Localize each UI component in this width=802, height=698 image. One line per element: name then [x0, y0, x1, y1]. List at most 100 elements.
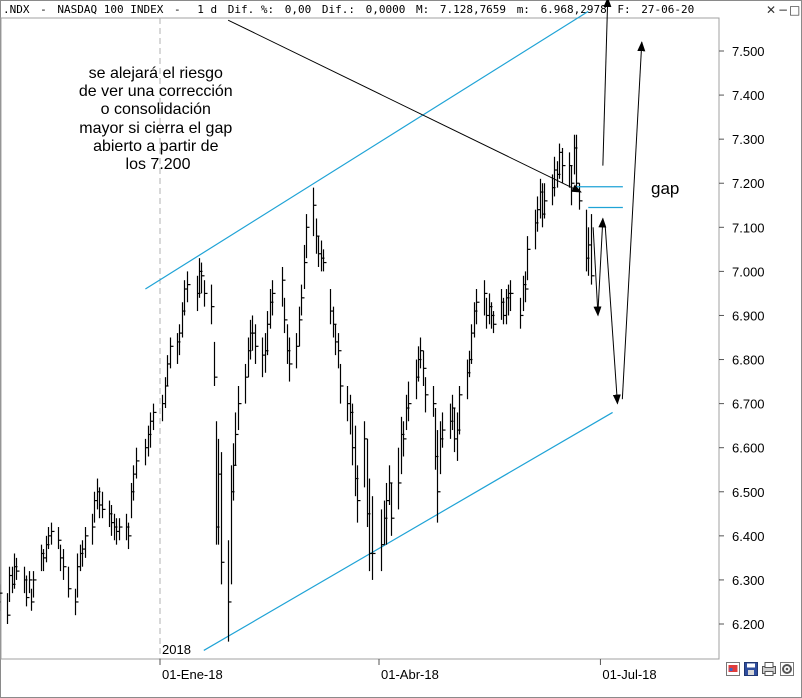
chart-header: .NDX - NASDAQ 100 INDEX - 1 d Dif. %: 0,… [1, 1, 801, 18]
price-bar [288, 337, 293, 382]
x-tick-label: 01-Abr-18 [381, 667, 439, 682]
price-bar [25, 575, 30, 607]
price-bar [271, 280, 276, 316]
gap-lines [576, 186, 623, 209]
image-icon-button[interactable] [726, 662, 740, 676]
annotation-arrow [592, 227, 602, 317]
price-bar [254, 324, 259, 364]
price-bar [561, 147, 566, 184]
header-dif-pct-label: Dif. %: [228, 3, 274, 16]
price-bar [519, 297, 524, 329]
header-name: NASDAQ 100 INDEX [57, 3, 163, 16]
y-tick-label: 6.200 [732, 617, 765, 632]
price-bar [543, 183, 548, 219]
bottom-toolbar [726, 662, 794, 676]
y-axis: 6.200 6.300 6.400 6.500 6.600 6.700 6.800 6.900… [718, 18, 765, 659]
close-button[interactable]: ✕ [765, 3, 777, 17]
annotation-arrow [602, 0, 612, 166]
print-button[interactable] [762, 662, 776, 676]
gap-label: gap [651, 179, 679, 198]
price-bar [441, 412, 446, 448]
price-bar [135, 447, 140, 479]
price-bar [6, 593, 11, 624]
header-readout: .NDX - NASDAQ 100 INDEX - 1 d Dif. %: 0,… [3, 3, 694, 16]
header-symbol: .NDX [3, 3, 30, 16]
close-icon: ✕ [766, 3, 776, 17]
price-bar [509, 280, 514, 312]
settings-icon [782, 664, 792, 674]
price-bar [458, 385, 463, 435]
annotation-arrow [621, 41, 646, 400]
price-bar [169, 337, 174, 369]
price-bar [436, 430, 441, 523]
price-bar [62, 549, 67, 580]
channel-line [145, 10, 589, 290]
price-bar [300, 284, 305, 316]
header-max-label: M: [416, 3, 429, 16]
image-icon [728, 665, 738, 672]
price-bar [432, 385, 437, 417]
price-bar [590, 214, 595, 285]
price-bar [0, 584, 3, 611]
y-tick-label: 7.400 [732, 88, 765, 103]
price-bar [356, 465, 361, 523]
price-bar [203, 280, 208, 307]
y-tick-label: 7.100 [732, 220, 765, 235]
minimize-button[interactable]: − [778, 3, 788, 17]
price-bar [91, 513, 96, 545]
price-bar [303, 244, 308, 290]
header-date-label: F: [617, 3, 630, 16]
price-bar [475, 289, 480, 325]
x-tick-label: 01-Jul-18 [602, 667, 656, 682]
price-bar [220, 452, 225, 585]
price-bar [283, 297, 288, 334]
price-bar [371, 496, 376, 580]
settings-button[interactable] [780, 662, 794, 676]
y-tick-label: 6.600 [732, 441, 765, 456]
price-bar [322, 249, 327, 272]
price-bars [0, 134, 595, 642]
y-tick-label: 7.000 [732, 264, 765, 279]
price-bar [337, 333, 342, 369]
header-dif-label: Dif.: [322, 3, 355, 16]
price-bar [127, 522, 132, 550]
header-min-label: m: [517, 3, 530, 16]
note-line: o consolidación [101, 101, 211, 118]
y-tick-label: 6.400 [732, 529, 765, 544]
price-bar [402, 421, 407, 457]
note-line: mayor si cierra el gap [79, 120, 232, 137]
price-bar [213, 341, 218, 386]
maximize-button[interactable]: □ [789, 3, 800, 17]
price-bar [305, 214, 310, 259]
y-tick-label: 6.300 [732, 573, 765, 588]
annotation-arrow [227, 19, 582, 193]
price-bar [407, 381, 412, 422]
price-bar [397, 447, 402, 510]
maximize-icon: □ [789, 3, 800, 17]
price-bar [118, 518, 123, 541]
channel-line [203, 411, 613, 651]
price-bar [422, 350, 427, 386]
save-button[interactable] [744, 662, 758, 676]
header-dif-pct-value: 0,00 [285, 3, 312, 16]
y-tick-label: 6.800 [732, 353, 765, 368]
price-bar [424, 377, 429, 413]
note-line: se alejará el riesgo [89, 65, 223, 82]
header-date-value: 27-06-20 [641, 3, 694, 16]
price-bar [200, 262, 205, 294]
price-bar [67, 566, 72, 598]
price-bar [30, 588, 35, 611]
price-bar [390, 482, 395, 536]
price-bar [210, 284, 215, 325]
y-tick-label: 6.500 [732, 485, 765, 500]
header-dif-value: 0,0000 [366, 3, 406, 16]
price-bar [237, 385, 242, 431]
price-bar [312, 187, 317, 237]
annotation-note: se alejará el riesgo de ver una correcci… [79, 65, 237, 173]
price-bar [298, 306, 303, 347]
price-bar [74, 588, 79, 616]
price-bar [524, 271, 529, 303]
price-bar [492, 311, 497, 334]
price-bar [526, 236, 531, 281]
